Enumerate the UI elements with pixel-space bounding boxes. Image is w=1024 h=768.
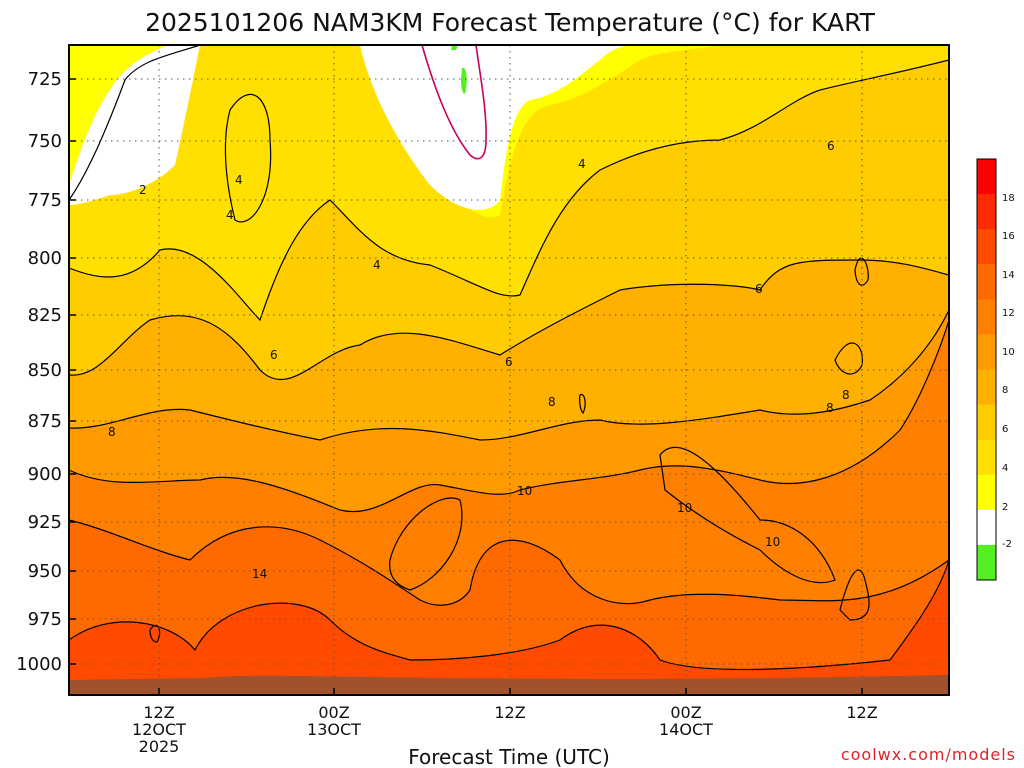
ground-surface	[69, 675, 949, 695]
colorbar-level-label: 16	[1002, 231, 1015, 242]
x-tick-label: 13OCT	[307, 720, 361, 739]
colorbar-swatch	[977, 264, 996, 300]
contour-label: 6	[270, 348, 278, 362]
contour-lines	[69, 45, 949, 671]
contour-label: 8	[826, 401, 834, 415]
colorbar-swatch	[977, 544, 996, 581]
colorbar-level-label: 8	[1002, 385, 1008, 396]
colorbar-level-label: 18	[1002, 193, 1015, 204]
contour-label: 4	[578, 157, 586, 171]
y-tick-label: 950	[28, 561, 62, 582]
colorbar-swatch	[977, 439, 996, 476]
band-below-0	[360, 45, 640, 210]
y-tick-label: 925	[28, 512, 62, 533]
contour-label: 10	[517, 484, 532, 498]
contour-label: 6	[755, 282, 763, 296]
y-tick-label: 900	[28, 464, 62, 485]
x-tick-label: 12Z	[846, 703, 877, 722]
gridlines	[69, 45, 949, 695]
y-axis: 725 750 775 800 825 850 875 900 925 950 975 1000	[16, 69, 76, 675]
contour-label: 6	[827, 139, 835, 153]
colorbar-level-label: 14	[1002, 270, 1015, 281]
x-tick-label: 00Z	[670, 703, 701, 722]
y-tick-label: 875	[28, 411, 62, 432]
y-tick-label: 750	[28, 131, 62, 152]
credit-text: coolwx.com/models	[841, 745, 1016, 764]
contour-label: 6	[505, 355, 513, 369]
chart-title: 2025101206 NAM3KM Forecast Temperature (…	[145, 8, 876, 37]
contour-label: 8	[108, 425, 116, 439]
colorbar-swatch	[977, 369, 996, 406]
colorbar-swatch	[977, 404, 996, 441]
contour-label: 2	[139, 183, 147, 197]
contour-label: 4	[235, 173, 243, 187]
contour-label: 8	[842, 388, 850, 402]
x-axis-title: Forecast Time (UTC)	[408, 745, 610, 768]
colorbar-level-label: 6	[1002, 424, 1008, 435]
contour-zero-line	[421, 45, 487, 160]
x-tick-label: 00Z	[318, 703, 349, 722]
colorbar: -2 2 4 6 8 10 12 14 16 18	[976, 158, 1015, 581]
band-2-4	[69, 45, 949, 320]
y-tick-label: 725	[28, 69, 62, 90]
contour-label: 10	[677, 501, 692, 515]
x-tick-label: 2025	[139, 737, 180, 756]
contour-label: 14	[252, 567, 267, 581]
y-tick-label: 800	[28, 248, 62, 269]
contour-label: 10	[765, 535, 780, 549]
colorbar-swatch	[977, 159, 996, 195]
y-tick-label: 775	[28, 190, 62, 211]
plot-area	[69, 45, 949, 695]
colorbar-level-label: 12	[1002, 308, 1015, 319]
y-tick-label: 825	[28, 305, 62, 326]
colorbar-swatch	[977, 509, 996, 546]
x-tick-label: 14OCT	[659, 720, 713, 739]
colorbar-swatch	[977, 194, 996, 230]
colorbar-level-label: 10	[1002, 347, 1015, 358]
colorbar-level-label: -2	[1002, 539, 1012, 550]
colorbar-level-label: 2	[1002, 502, 1008, 513]
contour-label: 4	[226, 208, 234, 222]
colorbar-frame	[976, 158, 997, 581]
y-tick-label: 850	[28, 360, 62, 381]
colorbar-level-label: 4	[1002, 463, 1008, 474]
x-tick-label: 12Z	[143, 703, 174, 722]
y-tick-label: 1000	[16, 654, 62, 675]
y-tick-label: 975	[28, 609, 62, 630]
x-tick-label: 12Z	[494, 703, 525, 722]
colorbar-swatch	[977, 229, 996, 265]
colorbar-swatch	[977, 474, 996, 511]
contour-label: 8	[548, 395, 556, 409]
colorbar-swatch	[977, 299, 996, 335]
x-tick-label: 12OCT	[132, 720, 186, 739]
colorbar-swatch	[977, 334, 996, 370]
band-lt-neg2	[451, 45, 467, 94]
contour-label: 4	[373, 258, 381, 272]
band-below-2	[69, 45, 200, 205]
contour-labels: 2 4 4 4 4 6 6 6 6 8 8 8 8 10 10 10 14	[108, 139, 850, 581]
